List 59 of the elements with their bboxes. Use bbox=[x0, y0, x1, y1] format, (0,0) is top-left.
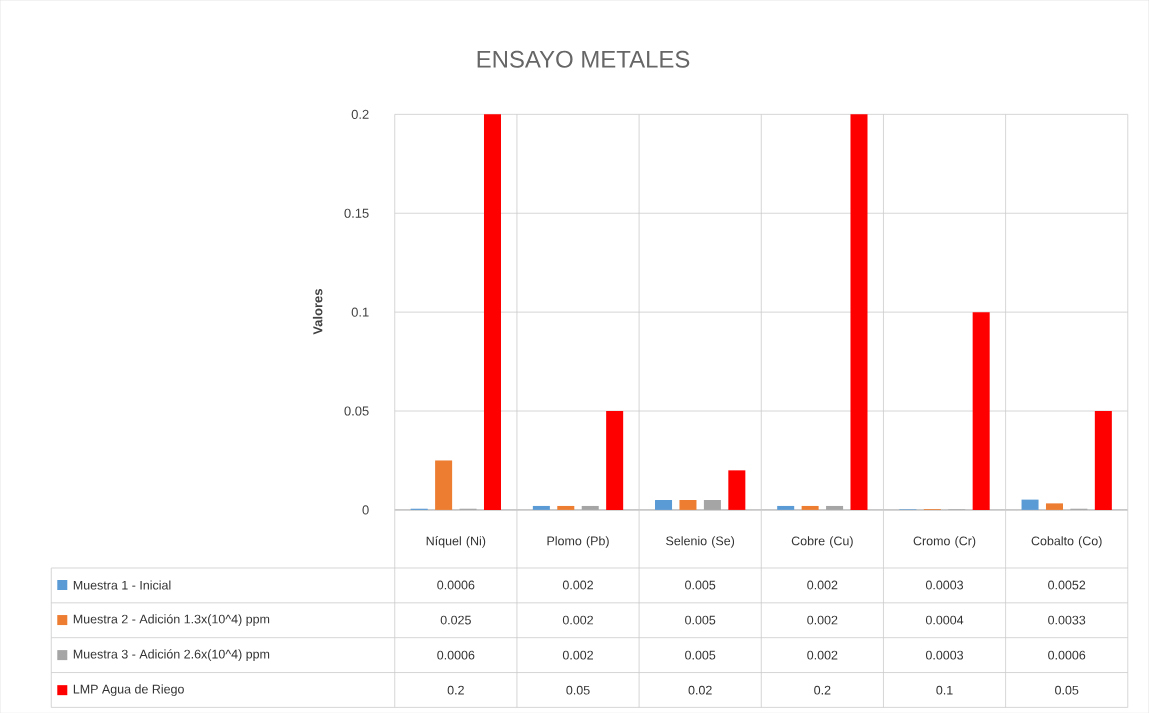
data-label: 0.002 bbox=[807, 650, 838, 660]
bar bbox=[1021, 499, 1039, 510]
x-tick-label: Cobalto (Co) bbox=[1031, 535, 1102, 548]
bar bbox=[1094, 410, 1112, 510]
bar bbox=[679, 499, 697, 510]
data-label: 0.005 bbox=[685, 650, 716, 660]
bar bbox=[435, 460, 453, 510]
bar bbox=[972, 311, 990, 510]
bar bbox=[655, 499, 673, 510]
data-label: 0.1 bbox=[936, 685, 953, 695]
chart-title: ENSAYO METALES bbox=[477, 50, 690, 68]
y-tick-label: 0.1 bbox=[351, 307, 369, 317]
data-label: 0.002 bbox=[562, 580, 593, 590]
bar bbox=[703, 499, 721, 510]
bar bbox=[532, 505, 550, 510]
legend-label: Muestra 2 - Adición 1.3x(10^4) ppm bbox=[73, 613, 270, 626]
data-label: 0.2 bbox=[814, 685, 831, 695]
data-label: 0.0052 bbox=[1048, 580, 1086, 590]
x-tick-label: Níquel (Ni) bbox=[426, 535, 486, 548]
x-tick-label: Cobre (Cu) bbox=[791, 535, 853, 548]
y-axis-title: Valores bbox=[312, 288, 323, 335]
bar bbox=[1045, 503, 1063, 510]
data-label: 0.05 bbox=[1055, 685, 1079, 695]
data-label: 0.002 bbox=[562, 615, 593, 625]
data-label: 0.0004 bbox=[925, 615, 964, 625]
legend-label: Muestra 3 - Adición 2.6x(10^4) ppm bbox=[73, 649, 270, 661]
data-label: 0.005 bbox=[685, 580, 716, 590]
data-label: 0.02 bbox=[688, 685, 712, 695]
data-label: 0.0006 bbox=[437, 580, 475, 590]
bar bbox=[557, 505, 575, 510]
x-tick-label: Cromo (Cr) bbox=[913, 535, 976, 548]
data-label: 0.0003 bbox=[925, 650, 964, 660]
x-tick-label: Plomo (Pb) bbox=[547, 535, 609, 548]
y-tick-label: 0 bbox=[362, 505, 369, 515]
data-label: 0.002 bbox=[562, 650, 593, 660]
y-tick-label: 0.2 bbox=[351, 109, 369, 119]
data-label: 0.0006 bbox=[437, 650, 475, 660]
data-label: 0.05 bbox=[566, 685, 590, 695]
bar bbox=[483, 114, 501, 510]
bar bbox=[826, 505, 844, 510]
bar bbox=[581, 505, 599, 510]
legend-label: LMP Agua de Riego bbox=[73, 684, 184, 696]
x-tick-label: Selenio (Se) bbox=[666, 535, 735, 548]
data-label: 0.0033 bbox=[1048, 615, 1086, 625]
data-label: 0.002 bbox=[807, 615, 838, 625]
data-label: 0.025 bbox=[440, 615, 471, 625]
data-label: 0.0003 bbox=[925, 580, 964, 590]
data-label: 0.0006 bbox=[1048, 650, 1086, 660]
y-tick-label: 0.05 bbox=[344, 406, 369, 416]
data-label: 0.002 bbox=[807, 580, 838, 590]
data-label: 0.2 bbox=[447, 685, 464, 695]
bar bbox=[606, 410, 624, 510]
legend-label: Muestra 1 - Inicial bbox=[73, 580, 171, 590]
data-label: 0.005 bbox=[685, 615, 716, 625]
bar bbox=[801, 505, 819, 510]
bar bbox=[850, 114, 868, 510]
bar bbox=[777, 505, 795, 510]
y-tick-label: 0.15 bbox=[344, 208, 369, 218]
bar bbox=[728, 470, 746, 510]
